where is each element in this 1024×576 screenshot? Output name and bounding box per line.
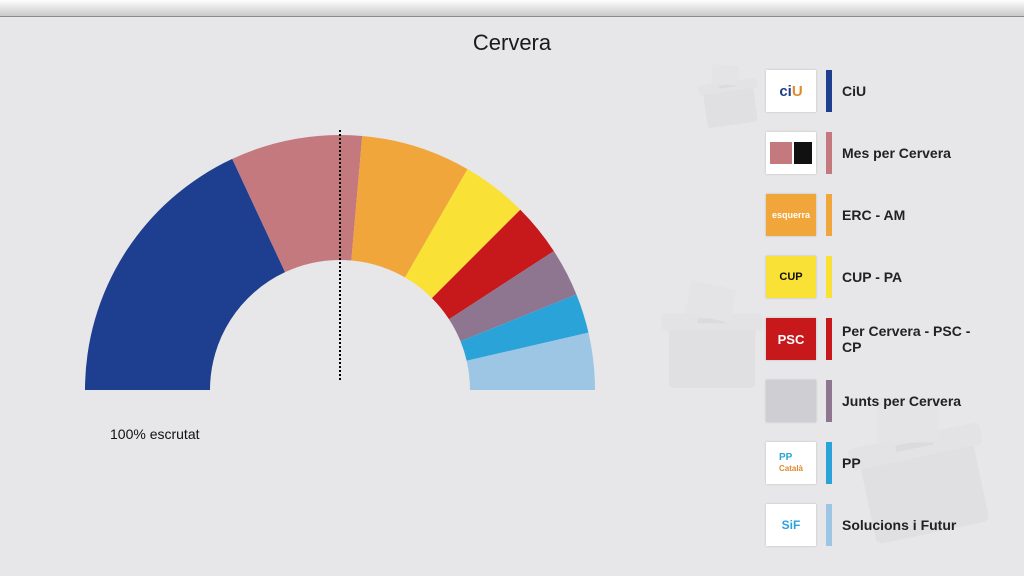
- legend-label: CiU: [842, 83, 866, 99]
- legend-color-bar: [826, 442, 832, 484]
- legend-label: Mes per Cervera: [842, 145, 951, 161]
- legend-color-bar: [826, 504, 832, 546]
- party-logo-icon: esquerra: [766, 194, 816, 236]
- legend-label: PP: [842, 455, 861, 471]
- legend-row-MesPerCervera: Mes per Cervera: [766, 126, 1016, 180]
- legend-color-bar: [826, 256, 832, 298]
- legend-label: Junts per Cervera: [842, 393, 961, 409]
- legend-row-PerCervera-PSC-CP: PSC Per Cervera - PSC - CP: [766, 312, 1016, 366]
- ballot-box-decoration: [652, 280, 772, 400]
- party-logo-icon: PPCatalà: [766, 442, 816, 484]
- legend-label: CUP - PA: [842, 269, 902, 285]
- party-logo-icon: PSC: [766, 318, 816, 360]
- majority-divider-line: [339, 130, 341, 380]
- scrutiny-status: 100% escrutat: [110, 426, 200, 442]
- page-title: Cervera: [0, 30, 1024, 56]
- party-logo-icon: CUP: [766, 256, 816, 298]
- legend-row-CUP-PA: CUP CUP - PA: [766, 250, 1016, 304]
- legend-row-CiU: ciU CiU: [766, 64, 1016, 118]
- legend-row-PP: PPCatalà PP: [766, 436, 1016, 490]
- legend-color-bar: [826, 194, 832, 236]
- legend-row-SolucionsIFutur: SiF Solucions i Futur: [766, 498, 1016, 552]
- top-gradient-bar: [0, 0, 1024, 17]
- party-logo-icon: [766, 132, 816, 174]
- legend-color-bar: [826, 318, 832, 360]
- legend-color-bar: [826, 380, 832, 422]
- ballot-box-decoration: [689, 57, 768, 136]
- legend-label: Per Cervera - PSC - CP: [842, 323, 982, 355]
- legend-row-ERC-AM: esquerra ERC - AM: [766, 188, 1016, 242]
- legend-row-JuntsPerCervera: Junts per Cervera: [766, 374, 1016, 428]
- legend-label: ERC - AM: [842, 207, 905, 223]
- legend: ciU CiU Mes per Cervera esquerra ERC - AM CUP…: [766, 64, 1016, 560]
- party-logo-icon: SiF: [766, 504, 816, 546]
- legend-label: Solucions i Futur: [842, 517, 956, 533]
- party-logo-icon: ciU: [766, 70, 816, 112]
- legend-color-bar: [826, 132, 832, 174]
- legend-color-bar: [826, 70, 832, 112]
- party-logo-icon: [766, 380, 816, 422]
